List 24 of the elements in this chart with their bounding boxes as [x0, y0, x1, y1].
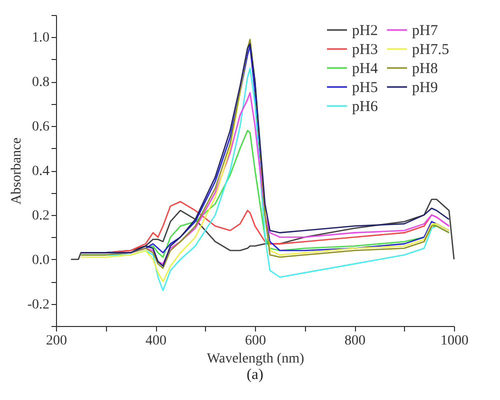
y-tick-label: 1.0	[32, 30, 50, 46]
x-tick-label: 200	[46, 334, 67, 348]
y-axis-title: Absorbance	[9, 138, 24, 204]
x-tick-label: 400	[146, 334, 166, 348]
legend-label: pH7.5	[412, 42, 450, 58]
y-tick-label: -0.2	[27, 297, 50, 312]
legend-label: pH4	[352, 61, 378, 77]
legend-label: pH5	[352, 80, 378, 96]
y-tick-label: 0.8	[32, 75, 50, 90]
text: (a)	[246, 367, 264, 383]
legend-label: pH2	[352, 23, 378, 39]
y-tick-label: 0.6	[32, 120, 50, 135]
y-tick-label: 0.0	[32, 252, 50, 268]
x-tick-label: 600	[245, 334, 266, 348]
legend-label: pH7	[412, 23, 438, 39]
x-axis-title: Wavelength (nm)	[206, 352, 304, 366]
legend-label: pH8	[412, 61, 438, 77]
legend-label: pH9	[412, 80, 438, 96]
x-tick-label: 800	[344, 334, 366, 348]
y-tick-label: 0.2	[32, 208, 50, 224]
x-tick-label: 1000	[440, 334, 468, 348]
legend-label: pH3	[352, 42, 378, 58]
y-tick-label: 0.4	[32, 164, 50, 179]
legend-label: pH6	[352, 99, 378, 115]
